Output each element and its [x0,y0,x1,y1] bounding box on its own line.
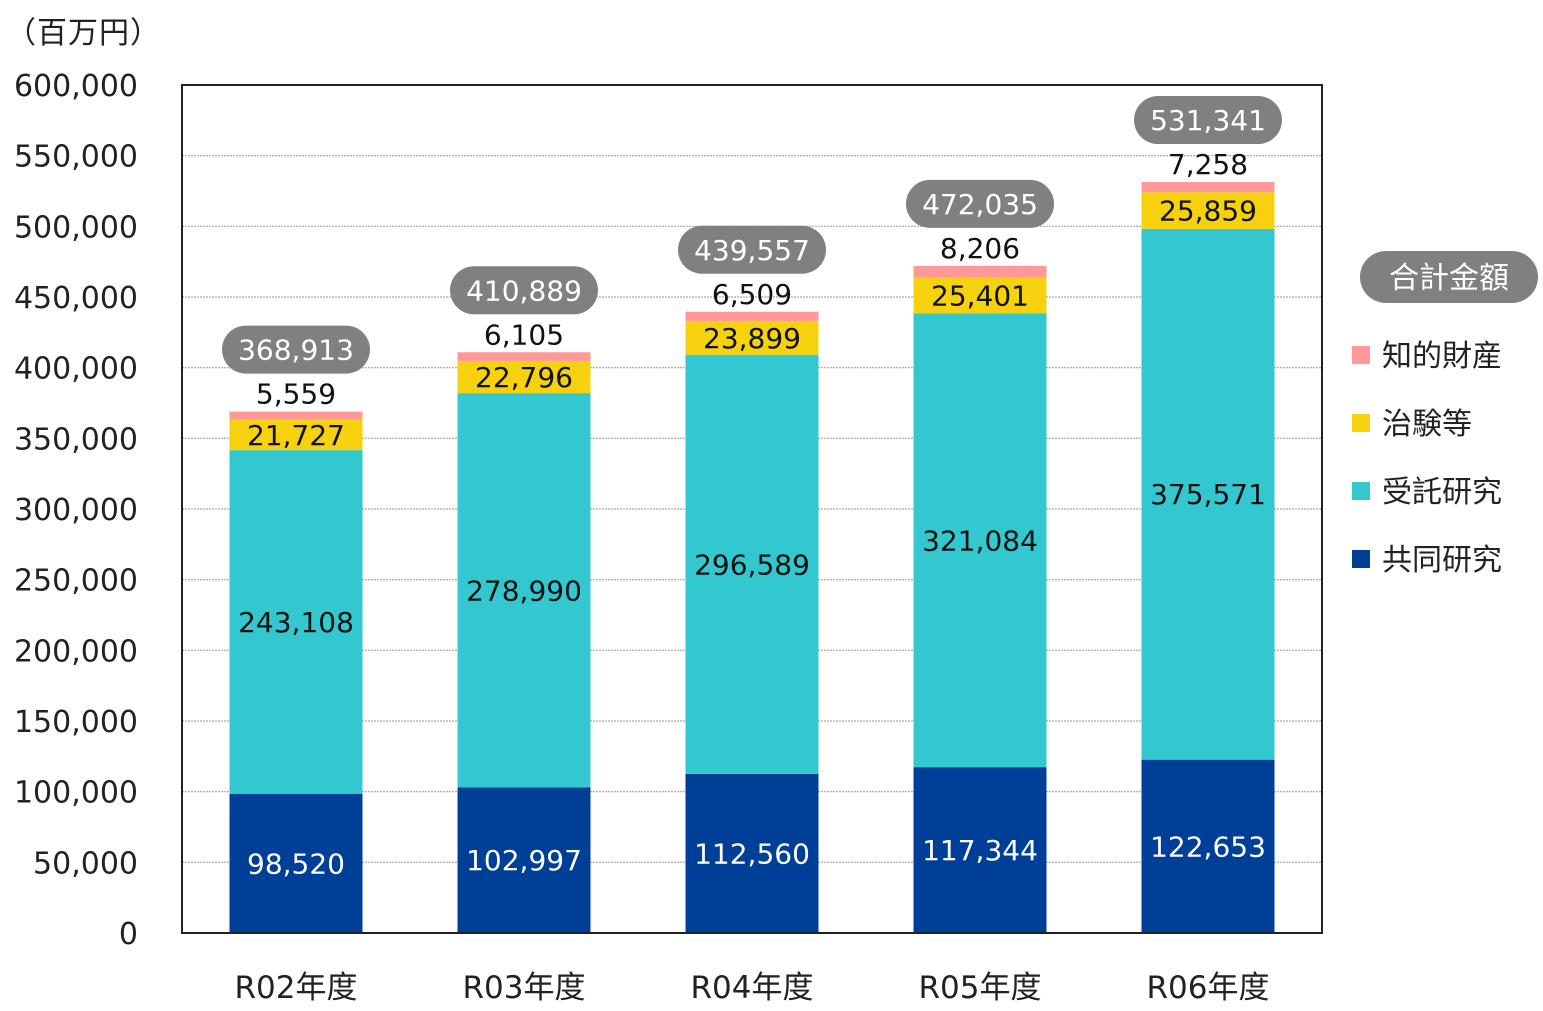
bar-segment [229,419,363,451]
bar-segment [685,773,819,933]
total-label: 472,035 [922,188,1038,221]
y-tick-label: 100,000 [14,776,138,811]
data-label: 25,401 [931,279,1029,312]
total-label: 531,341 [1150,104,1266,137]
data-label: 5,559 [256,378,336,411]
data-label: 23,899 [703,322,801,355]
bar-segment [229,411,363,420]
legend-item-label: 共同研究 [1382,543,1502,578]
y-tick-label: 350,000 [14,422,138,457]
plot-area-border [181,84,1323,934]
total-label: 439,557 [694,234,810,267]
bar-segment [229,450,363,794]
bar-segment [457,352,591,361]
total-pill [906,179,1054,228]
bar-segment [913,265,1047,278]
total-label: 410,889 [466,274,582,307]
y-tick-label: 200,000 [14,634,138,669]
data-label: 98,520 [247,847,345,880]
y-axis-ticks: 0 50,000 100,000 150,000 200,000 250,000 300,0… [14,69,138,952]
y-tick-label: 150,000 [14,705,138,740]
data-label: 102,997 [466,844,582,877]
legend-swatch [1352,550,1370,568]
y-tick-label: 250,000 [14,564,138,599]
legend-swatch [1352,414,1370,432]
y-tick-label: 450,000 [14,281,138,316]
legend-item-label: 受託研究 [1382,475,1502,510]
total-labels: 368,913 410,889 439,557 472,035 531,341 [222,96,1282,374]
y-axis-unit-label: （百万円） [6,16,161,51]
data-label: 122,653 [1150,830,1266,863]
data-label: 6,105 [484,318,564,351]
total-pill [222,325,370,374]
y-tick-label: 550,000 [14,140,138,175]
data-label: 243,108 [238,606,354,639]
legend-total-pill [1360,251,1538,303]
bar-segment [229,793,363,933]
total-pill [678,225,826,274]
y-tick-label: 400,000 [14,352,138,387]
bar-segment [457,360,591,394]
data-label: 21,727 [247,419,345,452]
legend-swatch [1352,346,1370,364]
data-label: 117,344 [922,834,1038,867]
bar-segment [1141,759,1275,933]
bar-segment [457,393,591,788]
x-category-label: R02年度 [235,970,358,1006]
bar-segment [457,787,591,933]
y-tick-label: 300,000 [14,493,138,528]
data-label: 375,571 [1150,478,1266,511]
bar-segment [1141,228,1275,760]
bars [229,182,1275,933]
bar-segment [913,767,1047,933]
data-label: 8,206 [940,232,1020,265]
x-axis-categories: R02年度 R03年度 R04年度 R05年度 R06年度 [235,970,1270,1006]
x-category-label: R06年度 [1147,970,1270,1006]
data-label: 112,560 [694,837,810,870]
bar-segment [1141,192,1275,229]
data-label: 296,589 [694,548,810,581]
data-labels: 98,520 243,108 21,727 5,559 102,997 278,990 22… [238,148,1266,880]
data-label: 22,796 [475,361,573,394]
bar-segment [913,313,1047,768]
bar-segment [685,320,819,355]
bar-segment [685,311,819,321]
data-label: 6,509 [712,278,792,311]
data-label: 25,859 [1159,195,1257,228]
x-category-label: R04年度 [691,970,814,1006]
y-tick-label: 500,000 [14,210,138,245]
y-tick-label: 0 [119,917,138,952]
y-tick-label: 600,000 [14,69,138,104]
legend-item-label: 治験等 [1382,407,1472,442]
total-label: 368,913 [238,334,354,367]
data-label: 321,084 [922,524,1038,557]
x-category-label: R03年度 [463,970,586,1006]
bar-segment [1141,182,1275,193]
data-label: 278,990 [466,574,582,607]
legend-item-label: 知的財産 [1382,339,1502,374]
x-category-label: R05年度 [919,970,1042,1006]
y-tick-label: 50,000 [33,846,138,881]
total-pill [450,266,598,315]
data-label: 7,258 [1168,148,1248,181]
bar-segment [913,277,1047,314]
bar-segment [685,354,819,774]
legend-total-label: 合計金額 [1389,261,1509,296]
total-pill [1134,96,1282,145]
legend-swatch [1352,482,1370,500]
